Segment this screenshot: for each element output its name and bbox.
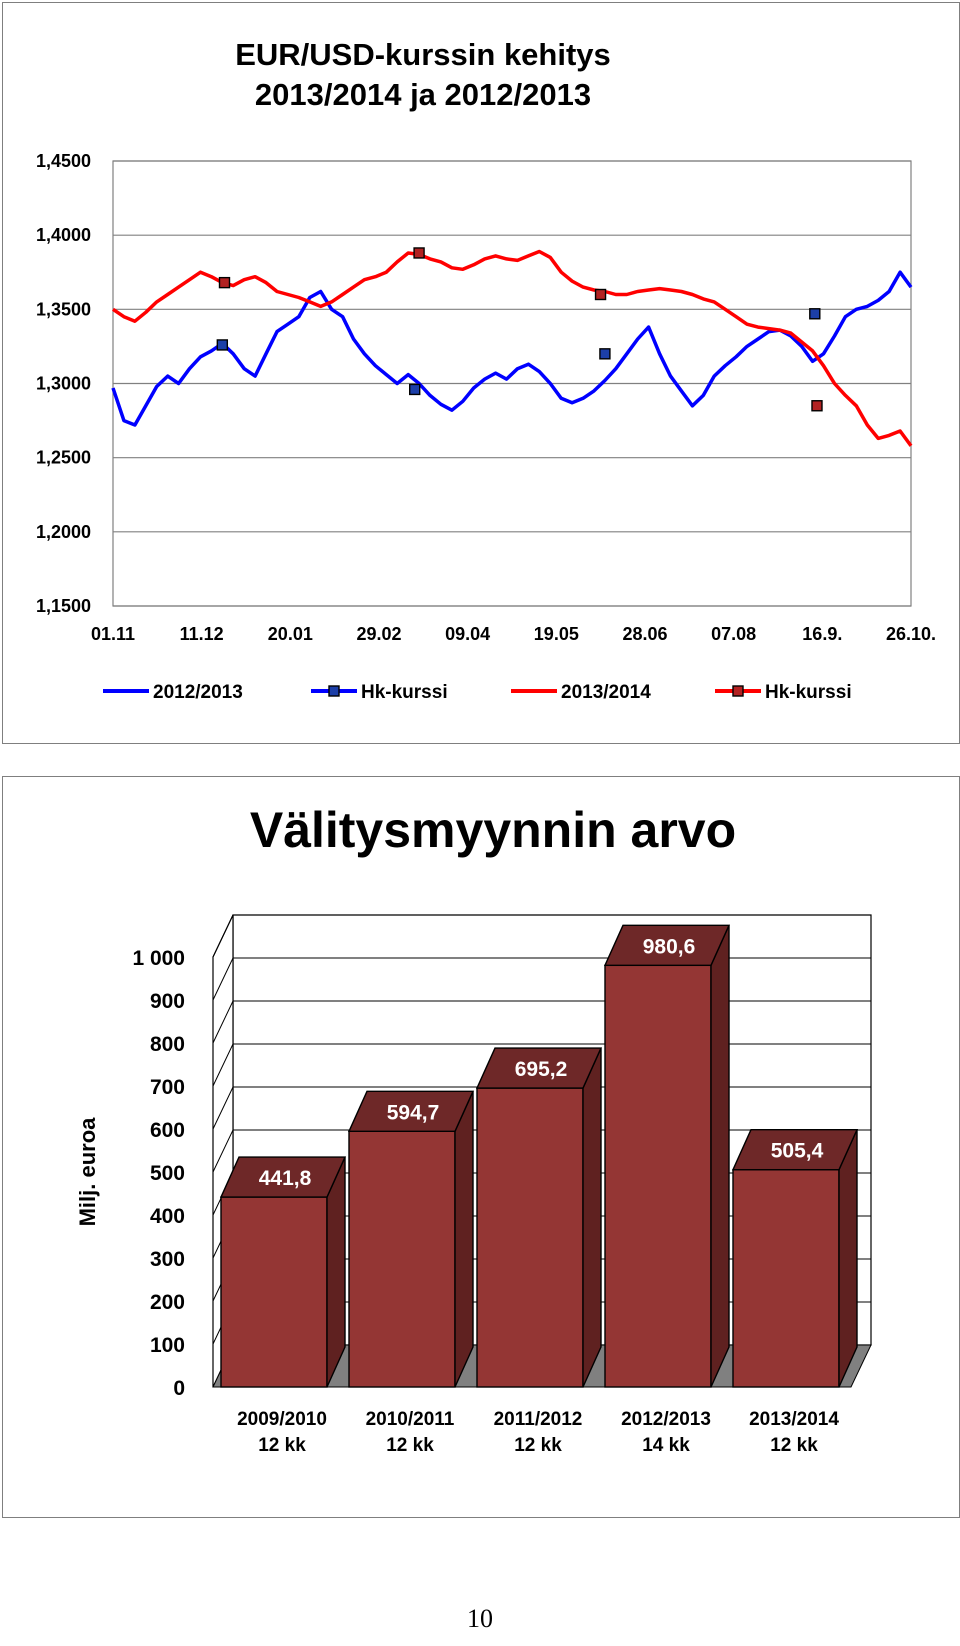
legend-label: 2012/2013 (153, 682, 243, 703)
bar-side (838, 1129, 858, 1388)
bar-side (454, 1090, 474, 1388)
x-tick-label: 2011/2012 (494, 1409, 583, 1430)
y-tick-label: 100 (150, 1334, 185, 1357)
bar-front (220, 1196, 328, 1388)
data-label: 441,8 (259, 1167, 312, 1190)
x-tick-label: 09.04 (445, 624, 490, 644)
x-tick-label: 19.05 (534, 624, 579, 644)
hk-kurssi-marker (218, 276, 231, 289)
y-tick-label: 700 (150, 1076, 185, 1099)
hk-kurssi-marker (409, 383, 421, 396)
bar-top (475, 1047, 603, 1089)
bar-side (710, 925, 730, 1388)
y-tick-label: 600 (150, 1119, 185, 1142)
y-tick-label: 1,3500 (36, 299, 91, 319)
x-tick-label: 28.06 (622, 624, 667, 644)
data-label: 505,4 (771, 1140, 824, 1163)
data-label: 594,7 (387, 1101, 440, 1124)
hk-kurssi-marker (809, 308, 821, 320)
exchange-rate-chart: EUR/USD-kurssin kehitys 2013/2014 ja 2012… (36, 37, 936, 703)
chart-title: Välitysmyynnin arvo (250, 802, 736, 858)
x-tick-label: 29.02 (356, 624, 401, 644)
y-tick-label: 1,4500 (36, 151, 91, 171)
hk-kurssi-marker (413, 247, 425, 259)
y-tick-label: 1,4000 (36, 225, 91, 245)
bar-top (219, 1156, 347, 1198)
x-tick-label: 11.12 (180, 624, 224, 644)
y-tick-label: 900 (150, 990, 185, 1013)
gridline (212, 914, 871, 958)
sales-value-chart-panel: Välitysmyynnin arvo 1 000 900 800 700 600 500 4… (2, 776, 960, 1518)
exchange-rate-chart-panel: EUR/USD-kurssin kehitys 2013/2014 ja 2012… (2, 2, 960, 744)
x-tick-label: 16.9. (802, 624, 842, 644)
legend-label: Hk-kurssi (361, 682, 448, 703)
chart-title: EUR/USD-kurssin kehitys (235, 37, 611, 72)
x-tick-label: 2010/2011 (366, 1409, 455, 1430)
legend-label: Hk-kurssi (765, 682, 852, 703)
x-tick-label: 07.08 (711, 624, 756, 644)
bar-side (582, 1047, 602, 1388)
x-tick-label: 2009/2010 (237, 1409, 327, 1430)
bar-top (603, 924, 731, 967)
x-tick-label: 2013/2014 (749, 1409, 839, 1430)
bar (731, 1128, 859, 1388)
page-number: 10 (467, 1604, 493, 1633)
y-tick-label: 1,3000 (36, 374, 91, 394)
x-tick-label-period: 12 kk (514, 1435, 562, 1456)
series-line-20132014 (112, 249, 913, 447)
bar-front (732, 1168, 840, 1388)
hk-kurssi-marker (811, 400, 823, 412)
legend-marker (732, 685, 744, 697)
y-tick-label: 1,1500 (36, 596, 91, 616)
x-tick-label-period: 12 kk (258, 1435, 306, 1456)
x-tick-label: 2012/2013 (621, 1409, 711, 1430)
x-tick-label: 20.01 (268, 624, 313, 644)
legend-label: 2013/2014 (561, 682, 651, 703)
hk-kurssi-marker (599, 348, 611, 360)
legend-marker (328, 685, 340, 697)
y-tick-label: 400 (150, 1205, 185, 1228)
x-tick-label-period: 12 kk (386, 1435, 434, 1456)
x-tick-label: 01.11 (91, 624, 135, 644)
y-tick-label: 300 (150, 1248, 185, 1271)
bar-front (476, 1087, 584, 1388)
bar (347, 1090, 475, 1388)
data-label: 695,2 (515, 1058, 568, 1081)
y-axis-label: Milj. euroa (75, 1117, 100, 1227)
bar (475, 1047, 603, 1388)
bar (603, 924, 731, 1388)
data-label: 980,6 (643, 935, 696, 958)
y-tick-label: 1 000 (132, 947, 185, 970)
chart-subtitle: 2013/2014 ja 2012/2013 (255, 77, 591, 112)
y-tick-label: 200 (150, 1291, 185, 1314)
bar-front (348, 1130, 456, 1388)
x-tick-label-period: 14 kk (642, 1435, 690, 1456)
bar-front (604, 964, 712, 1388)
x-tick-label: 26.10. (886, 624, 936, 644)
y-tick-label: 1,2000 (36, 522, 91, 542)
y-tick-label: 1,2500 (36, 448, 91, 468)
y-tick-label: 0 (173, 1377, 185, 1400)
y-tick-label: 500 (150, 1162, 185, 1185)
y-tick-label: 800 (150, 1033, 185, 1056)
bar-top (347, 1090, 475, 1132)
bar (219, 1156, 347, 1388)
bar-top (731, 1128, 859, 1171)
sales-value-chart: Välitysmyynnin arvo 1 000 900 800 700 600 500 4… (75, 802, 872, 1456)
x-tick-label-period: 12 kk (770, 1435, 818, 1456)
hk-kurssi-marker (594, 288, 607, 301)
hk-kurssi-marker (216, 339, 229, 351)
